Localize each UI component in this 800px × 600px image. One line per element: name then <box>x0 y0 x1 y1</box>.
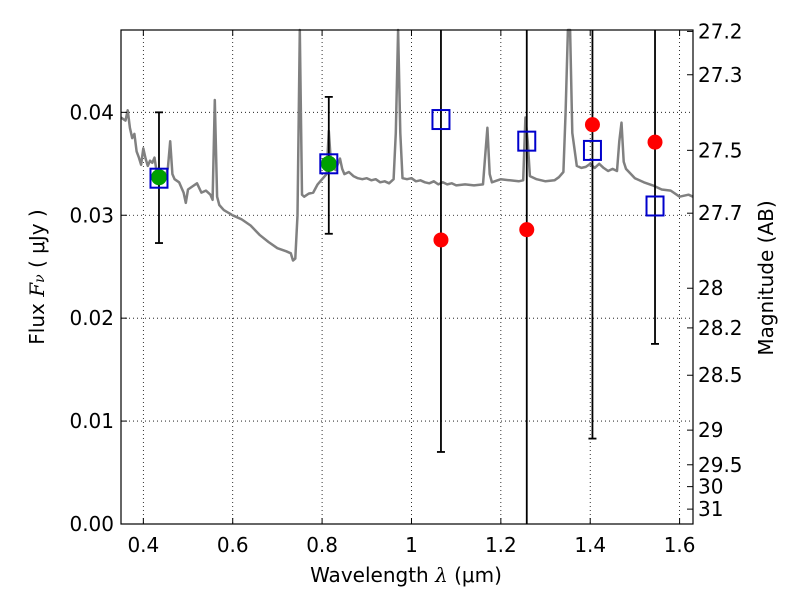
model-spectrum-line <box>120 28 694 262</box>
axes: 0.4 0.6 0.8 1 1.2 1.4 1.6 0.00 0.01 0.02 0.03 0.04 2… <box>69 19 742 557</box>
x-tick-label: 1.2 <box>485 533 517 557</box>
red-data-point <box>584 117 600 133</box>
x-tick-label: 1.6 <box>664 533 696 557</box>
model-box-marker <box>645 195 665 217</box>
model-box-marker <box>319 153 339 175</box>
x-axis-label-prefix: Wavelength <box>310 563 435 587</box>
y-tick-label: 0.00 <box>69 512 114 536</box>
magnitude-tick-label: 27.7 <box>698 201 743 225</box>
x-tick-label: 0.6 <box>217 533 249 557</box>
y-axis-label: Flux Fν ( μJy ) <box>25 209 49 344</box>
x-tick-label: 1.4 <box>574 533 606 557</box>
x-tick-label: 0.8 <box>306 533 338 557</box>
y-axis-label-prefix: Flux <box>25 297 49 345</box>
y-tick-label: 0.03 <box>69 203 114 227</box>
red-data-point <box>519 222 535 238</box>
magnitude-tick-label: 30 <box>698 475 723 499</box>
red-data-point <box>647 134 663 150</box>
magnitude-tick-label: 27.2 <box>698 19 743 43</box>
magnitude-tick-label: 31 <box>698 497 723 521</box>
magnitude-tick-label: 28 <box>698 276 723 300</box>
magnitude-tick-label: 29 <box>698 418 723 442</box>
x-tick-label: 1 <box>405 533 418 557</box>
magnitude-tick-label: 27.3 <box>698 63 743 87</box>
model-box-marker <box>582 139 602 161</box>
y-tick-label: 0.04 <box>69 100 114 124</box>
error-bars <box>154 30 660 524</box>
red-data-point <box>433 232 449 248</box>
y-axis-label-sub: ν <box>32 274 48 283</box>
green-data-point <box>320 155 337 172</box>
grid <box>121 30 693 525</box>
magnitude-tick-label: 28.5 <box>698 363 743 387</box>
x-axis-label-math: λ <box>434 563 448 587</box>
x-tick-label: 0.4 <box>127 533 159 557</box>
x-axis-label: Wavelength λ (μm) <box>310 563 502 587</box>
x-axis-label-suffix: (μm) <box>448 563 502 587</box>
model-box-marker <box>431 109 451 131</box>
data-points <box>149 109 665 248</box>
y-axis-label-suffix: ( μJy ) <box>25 209 49 274</box>
secondary-y-axis-label: Magnitude (AB) <box>754 200 778 355</box>
green-data-point <box>150 169 167 186</box>
y-tick-label: 0.01 <box>69 409 114 433</box>
model-spectrum <box>120 28 694 262</box>
plot-frame <box>120 29 694 525</box>
magnitude-tick-label: 27.5 <box>698 138 743 162</box>
model-box-marker <box>517 130 537 152</box>
model-box-marker <box>149 167 169 189</box>
magnitude-tick-label: 28.2 <box>698 316 743 340</box>
y-axis-label-math: F <box>25 282 49 298</box>
magnitude-tick-label: 29.5 <box>698 453 743 477</box>
y-tick-label: 0.02 <box>69 306 114 330</box>
